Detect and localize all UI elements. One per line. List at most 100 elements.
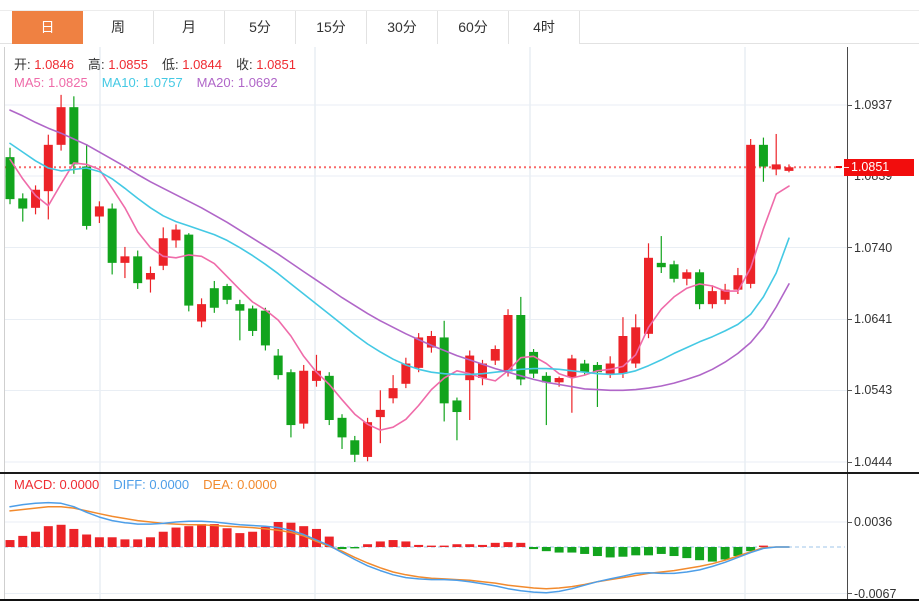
tab-week[interactable]: 周 xyxy=(83,11,154,44)
candle-body[interactable] xyxy=(529,351,539,374)
tab-30min[interactable]: 30分 xyxy=(367,11,438,44)
macd-bar[interactable] xyxy=(746,547,756,552)
candle-body[interactable] xyxy=(69,107,79,165)
macd-bar[interactable] xyxy=(363,544,373,547)
candle-body[interactable] xyxy=(388,388,398,399)
macd-bar[interactable] xyxy=(720,547,730,560)
macd-bar[interactable] xyxy=(631,547,641,556)
macd-bar[interactable] xyxy=(286,522,296,547)
candle-body[interactable] xyxy=(299,370,309,424)
candle-body[interactable] xyxy=(273,355,283,376)
candle-body[interactable] xyxy=(669,264,679,279)
tab-60min[interactable]: 60分 xyxy=(438,11,509,44)
candle-body[interactable] xyxy=(401,363,411,384)
macd-bar[interactable] xyxy=(324,536,334,547)
candle-body[interactable] xyxy=(375,409,385,418)
candle-body[interactable] xyxy=(145,273,155,280)
candle-body[interactable] xyxy=(452,400,462,413)
macd-bar[interactable] xyxy=(56,524,66,547)
candle-body[interactable] xyxy=(120,256,130,263)
tab-15min[interactable]: 15分 xyxy=(296,11,367,44)
macd-bar[interactable] xyxy=(682,547,692,559)
macd-bar[interactable] xyxy=(197,524,207,547)
candle-body[interactable] xyxy=(554,378,564,383)
candle-body[interactable] xyxy=(695,272,705,305)
candlestick-chart[interactable] xyxy=(4,47,847,473)
macd-bar[interactable] xyxy=(618,547,628,557)
candle-body[interactable] xyxy=(94,206,104,217)
macd-bar[interactable] xyxy=(273,522,283,547)
candle-body[interactable] xyxy=(209,288,219,308)
macd-bar[interactable] xyxy=(707,547,717,562)
candle-body[interactable] xyxy=(286,372,296,426)
candle-body[interactable] xyxy=(426,336,436,348)
candle-body[interactable] xyxy=(580,363,590,373)
macd-bar[interactable] xyxy=(439,545,449,547)
candle-body[interactable] xyxy=(414,337,424,368)
macd-bar[interactable] xyxy=(669,547,679,557)
candle-body[interactable] xyxy=(465,355,475,381)
macd-bar[interactable] xyxy=(171,527,181,547)
macd-bar[interactable] xyxy=(656,547,666,554)
macd-bar[interactable] xyxy=(605,547,615,558)
candle-body[interactable] xyxy=(656,262,666,268)
macd-bar[interactable] xyxy=(554,547,564,553)
candle-body[interactable] xyxy=(184,234,194,306)
macd-bar[interactable] xyxy=(350,547,360,549)
macd-bar[interactable] xyxy=(516,542,526,547)
candle-body[interactable] xyxy=(490,349,500,361)
macd-bar[interactable] xyxy=(82,534,92,548)
macd-bar[interactable] xyxy=(477,544,487,547)
macd-bar[interactable] xyxy=(222,528,232,547)
candle-body[interactable] xyxy=(644,257,653,334)
candle-body[interactable] xyxy=(18,198,28,209)
macd-bar[interactable] xyxy=(120,539,130,547)
macd-bar[interactable] xyxy=(592,547,602,557)
candle-body[interactable] xyxy=(758,144,768,167)
macd-bar[interactable] xyxy=(426,545,436,547)
macd-bar[interactable] xyxy=(107,537,117,547)
macd-bar[interactable] xyxy=(158,531,168,547)
candle-body[interactable] xyxy=(350,440,360,455)
candle-body[interactable] xyxy=(733,275,743,290)
macd-bar[interactable] xyxy=(758,545,768,547)
macd-bar[interactable] xyxy=(337,547,347,550)
macd-bar[interactable] xyxy=(541,547,551,552)
candle-body[interactable] xyxy=(56,107,66,145)
tab-4hour[interactable]: 4时 xyxy=(509,11,580,44)
macd-bar[interactable] xyxy=(567,547,577,553)
candle-body[interactable] xyxy=(592,364,602,373)
candle-body[interactable] xyxy=(618,336,628,374)
candle-body[interactable] xyxy=(631,327,641,364)
candle-body[interactable] xyxy=(363,422,373,457)
macd-bar[interactable] xyxy=(209,524,219,547)
macd-bar[interactable] xyxy=(503,542,513,547)
macd-bar[interactable] xyxy=(133,539,143,547)
candle-body[interactable] xyxy=(324,375,334,420)
candle-body[interactable] xyxy=(784,167,794,171)
candle-body[interactable] xyxy=(222,286,232,300)
candle-body[interactable] xyxy=(746,144,756,284)
candle-body[interactable] xyxy=(82,166,92,226)
macd-bar[interactable] xyxy=(733,547,743,557)
macd-bar[interactable] xyxy=(94,537,104,547)
macd-bar[interactable] xyxy=(260,526,270,547)
macd-bar[interactable] xyxy=(644,547,653,556)
macd-bar[interactable] xyxy=(580,547,590,554)
candle-body[interactable] xyxy=(197,304,207,322)
candle-body[interactable] xyxy=(567,358,577,378)
macd-bar[interactable] xyxy=(43,526,53,547)
macd-bar[interactable] xyxy=(145,537,155,547)
candle-body[interactable] xyxy=(248,308,258,331)
macd-bar[interactable] xyxy=(184,526,194,547)
macd-bar[interactable] xyxy=(248,531,258,547)
candle-body[interactable] xyxy=(771,164,781,170)
candle-body[interactable] xyxy=(516,315,526,380)
macd-chart[interactable] xyxy=(4,473,847,600)
candle-body[interactable] xyxy=(682,272,692,279)
macd-bar[interactable] xyxy=(235,533,245,547)
candle-body[interactable] xyxy=(503,315,513,372)
candle-body[interactable] xyxy=(158,238,168,266)
candle-body[interactable] xyxy=(133,256,143,284)
candle-body[interactable] xyxy=(107,208,117,263)
